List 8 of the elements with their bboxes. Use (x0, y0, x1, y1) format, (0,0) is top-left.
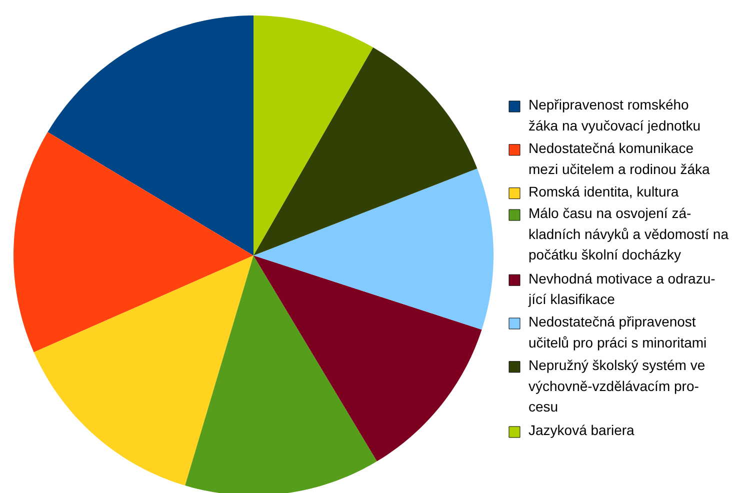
legend-label: Nepružný školský systém ve výchovně-vzdělávacím pro- cesu (528, 357, 706, 415)
legend-label: Nedostatečná připravenost učitelů pro práci s minoritami (528, 314, 707, 350)
legend-label: Nepřipravenost romského žáka na vyučovací jednotku (528, 96, 700, 134)
legend-label: Málo času na osvojení zá- kladních návyků a vědomostí na počátku školní docházky (528, 205, 729, 263)
legend-label: Jazyková bariera (528, 422, 635, 438)
legend-label: Nedostatečná komunikace mezi učitelem a rodinou žáka (528, 140, 710, 177)
legend-label: Nevhodná motivace a odrazu- jící klasifikace (528, 270, 716, 308)
legend-label: Romská identita, kultura (528, 183, 679, 200)
